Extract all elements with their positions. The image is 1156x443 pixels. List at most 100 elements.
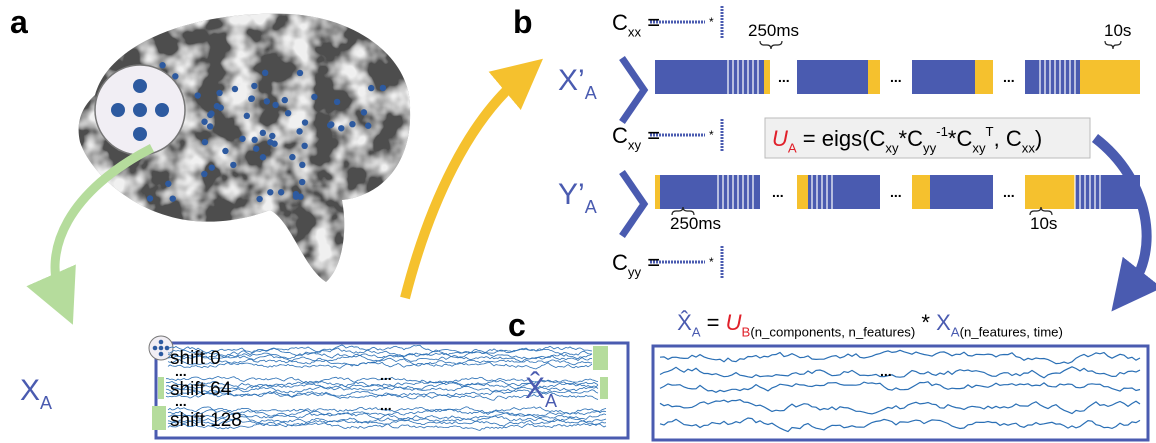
formula-part: = <box>701 310 726 335</box>
formula-part: U <box>772 126 788 151</box>
electrode <box>297 70 303 76</box>
formula-part: X̂ <box>677 310 692 335</box>
formula-part: (n_features, time) <box>960 325 1063 340</box>
window <box>868 60 880 94</box>
electrode <box>251 83 257 89</box>
electrode <box>302 119 308 125</box>
window <box>655 175 760 209</box>
formula-part: X <box>936 310 951 335</box>
formula-part: A <box>40 393 52 413</box>
formula-part: A <box>585 197 597 217</box>
electrode <box>334 99 340 105</box>
electrode <box>296 128 302 134</box>
electrode <box>202 139 208 145</box>
operator: * <box>709 15 714 29</box>
window-label: 10s <box>1030 214 1057 233</box>
formula-part: A <box>692 325 701 340</box>
formula-part: xy <box>628 138 642 153</box>
formula-part: * <box>915 310 936 335</box>
formula-part: xy <box>885 141 899 156</box>
formula-part: , C <box>994 126 1022 151</box>
formula-part: = <box>641 250 660 275</box>
panel-label: a <box>10 4 28 40</box>
electrode <box>249 95 255 101</box>
electrode <box>251 137 257 143</box>
electrode <box>201 119 207 125</box>
formula-part: = eigs(C <box>797 126 886 151</box>
electrode <box>289 154 295 160</box>
electrode <box>264 98 270 104</box>
formula: X̂A = UB(n_components, n_features) * XA(… <box>677 310 1063 340</box>
electrode <box>293 193 299 199</box>
formula-part: yy <box>923 141 937 156</box>
window <box>1025 175 1075 209</box>
electrode <box>170 195 176 201</box>
formula-part: xx <box>628 25 642 40</box>
figure: ***abcXAshift 0shift 64shift 128........… <box>0 0 1156 443</box>
matrix-label: X’A <box>558 64 597 103</box>
electrode <box>222 148 228 154</box>
electrode <box>269 133 275 139</box>
ellipsis: ... <box>772 184 784 200</box>
operator: * <box>709 255 714 269</box>
formula-part: C <box>612 123 628 148</box>
electrode <box>207 112 213 118</box>
formula: Cxx = <box>612 10 660 40</box>
electrode <box>159 62 165 68</box>
electrode <box>368 85 374 91</box>
panel-label: c <box>508 307 526 343</box>
window <box>797 60 880 94</box>
electrode <box>285 110 291 116</box>
electrode <box>260 154 266 160</box>
electrode <box>253 146 259 152</box>
ellipsis: ... <box>1003 184 1015 200</box>
operator: * <box>709 128 714 142</box>
ellipsis: ... <box>778 69 790 85</box>
formula-part: A <box>545 391 557 411</box>
electrode <box>244 113 250 119</box>
formula-part: *C <box>948 126 973 151</box>
window-label: 250ms <box>670 214 721 233</box>
window-label: 250ms <box>748 21 799 40</box>
formula-part: Y’ <box>558 178 585 211</box>
electrode <box>239 136 245 142</box>
electrode <box>299 179 305 185</box>
electrode <box>230 162 236 168</box>
electrode <box>267 189 273 195</box>
window <box>912 175 930 209</box>
electrode <box>311 94 317 100</box>
arrow <box>405 78 520 298</box>
window-label: 10s <box>1104 21 1131 40</box>
formula-part: A <box>951 325 960 340</box>
formula-part: X’ <box>558 64 585 97</box>
electrode <box>260 130 266 136</box>
window <box>1080 60 1140 94</box>
electrode <box>338 125 344 131</box>
electrode <box>299 162 305 168</box>
formula-part: C <box>612 250 628 275</box>
electrode <box>262 70 268 76</box>
formula-part: B <box>742 325 751 340</box>
electrode <box>365 123 371 129</box>
formula-part: ) <box>1035 126 1042 151</box>
electrode <box>278 189 284 195</box>
electrode <box>147 195 153 201</box>
shift-label: shift 128 <box>170 410 242 431</box>
electrode <box>209 164 215 170</box>
bracket <box>622 58 644 122</box>
electrode <box>272 102 278 108</box>
ellipsis: ... <box>880 363 892 379</box>
formula-part: X <box>20 374 40 407</box>
electrode <box>271 141 277 147</box>
formula-part: = <box>641 10 660 35</box>
ellipsis: ... <box>380 367 392 383</box>
formula-part: yy <box>628 265 642 280</box>
formula-part: U <box>726 310 742 335</box>
formula-part: X̂ <box>525 372 545 405</box>
electrode <box>201 171 207 177</box>
formula-part: *C <box>899 126 924 151</box>
electrode <box>207 123 213 129</box>
formula-part: xy <box>972 141 986 156</box>
formula-part: xx <box>1022 141 1036 156</box>
formula: Cxy = <box>612 123 660 153</box>
